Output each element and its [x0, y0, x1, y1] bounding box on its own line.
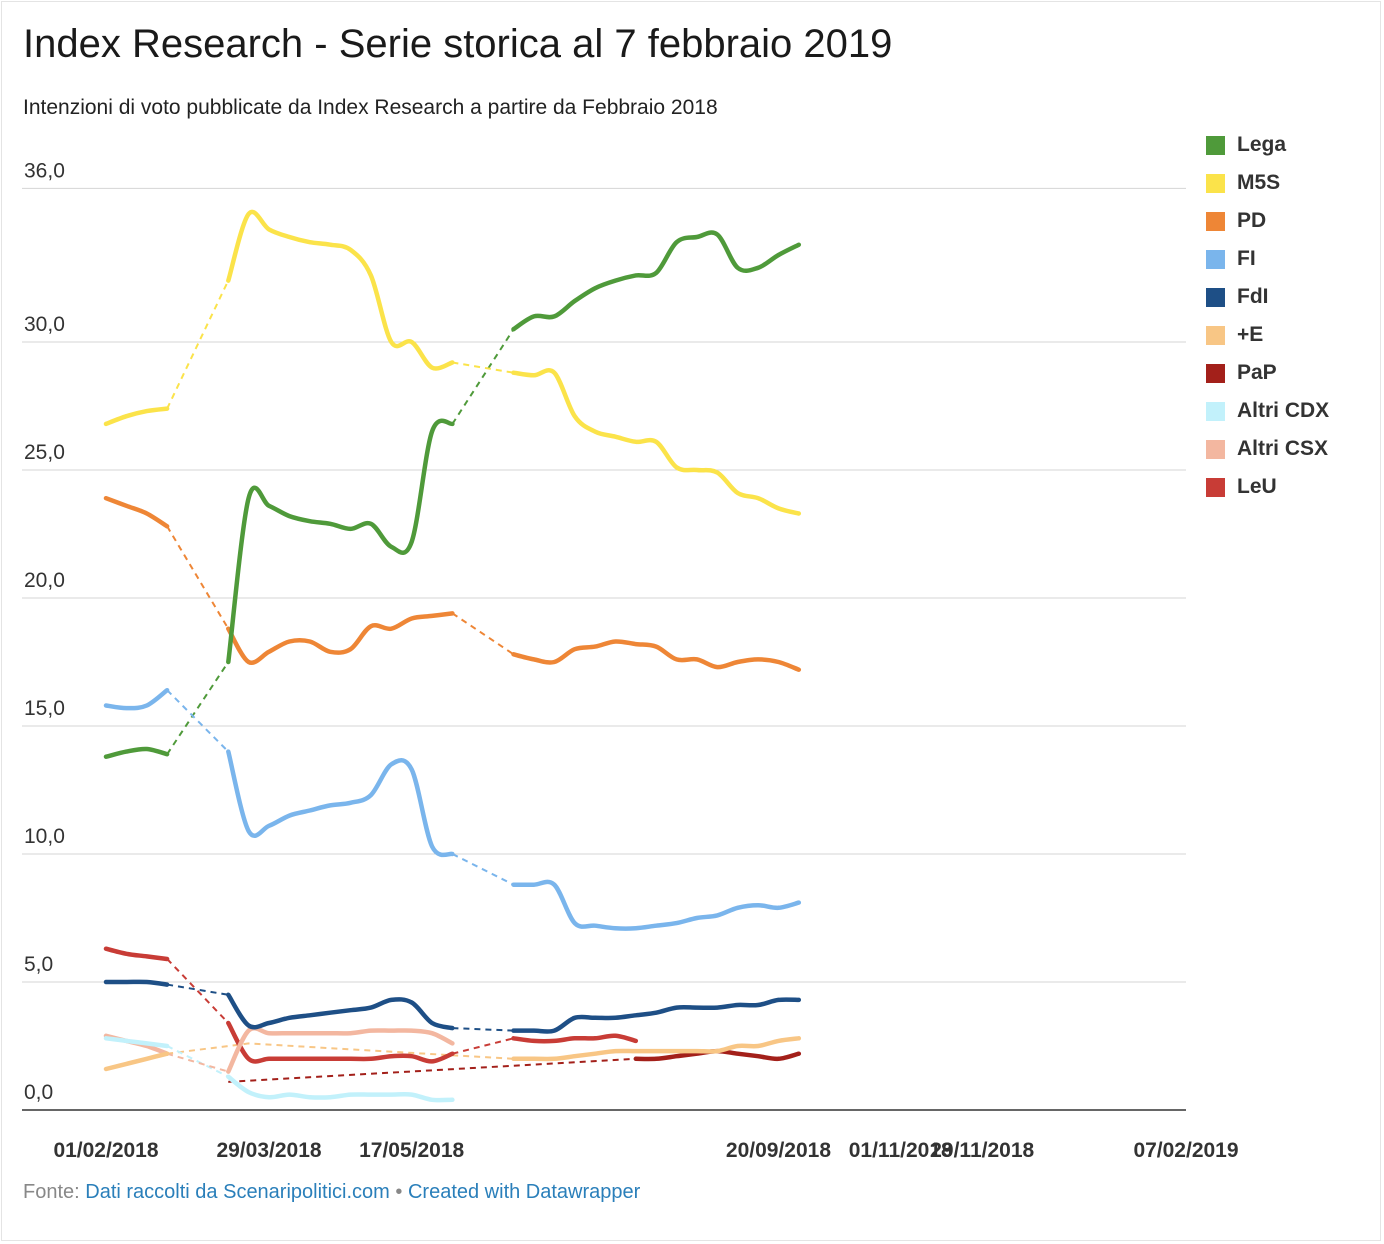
connector-leu — [452, 1037, 514, 1055]
x-tick-label: 20/09/2018 — [726, 1139, 831, 1162]
legend-swatch — [1206, 325, 1225, 345]
series-line-m5s — [103, 406, 170, 427]
series-line-m5s — [226, 209, 455, 371]
series-lines — [103, 209, 802, 1103]
x-tick-label: 01/02/2018 — [53, 1139, 158, 1162]
gap-connectors — [166, 280, 636, 1083]
series-line-fdi — [103, 979, 170, 987]
series-line-fi — [511, 879, 802, 931]
legend-swatch — [1206, 211, 1225, 231]
legend-item-lega: Lega — [1206, 126, 1329, 164]
series-line-lega — [103, 746, 170, 759]
series-line-pd — [226, 611, 455, 666]
series-line-leu — [511, 1033, 639, 1044]
legend-label: Altri CDX — [1237, 399, 1330, 422]
chart-subtitle: Intenzioni di voto pubblicate da Index R… — [23, 96, 718, 119]
connector-fdi — [166, 983, 229, 996]
x-tick-label: 01/11/2018 — [849, 1139, 953, 1162]
legend-item-fi: FI — [1206, 240, 1329, 278]
legend-swatch — [1206, 477, 1225, 497]
connector-leu — [166, 958, 229, 1024]
source-label: Fonte: — [23, 1181, 80, 1203]
series-line-e — [103, 1051, 170, 1072]
x-tick-label: 29/03/2018 — [216, 1139, 321, 1162]
x-axis-ticks: 01/02/2018 29/03/2018 17/05/2018 20/09/2018… — [53, 1139, 1238, 1162]
legend-label: Lega — [1237, 133, 1287, 156]
y-tick-label: 36,0 — [24, 159, 65, 182]
connector-fi — [451, 853, 514, 886]
legend-item-altri-cdx: Altri CDX — [1206, 392, 1329, 430]
y-tick-label: 20,0 — [24, 569, 65, 592]
series-line-altri-cdx — [103, 1036, 170, 1049]
legend-swatch — [1206, 401, 1225, 421]
legend-swatch — [1206, 439, 1225, 459]
legend-label: +E — [1237, 323, 1264, 346]
connector-m5s — [166, 280, 230, 409]
connector-altri-csx — [166, 1052, 229, 1073]
connector-e — [167, 1042, 514, 1060]
series-line-leu — [103, 946, 170, 962]
series-line-lega — [226, 418, 455, 665]
x-tick-label: 29/11/2018 — [930, 1139, 1034, 1162]
connector-lega — [166, 661, 230, 755]
legend-swatch — [1206, 249, 1225, 269]
legend-item-e: +E — [1206, 316, 1329, 354]
legend-item-pap: PaP — [1206, 354, 1329, 392]
series-line-fi — [103, 687, 170, 711]
series-line-pd — [103, 495, 170, 529]
footer-separator: • — [395, 1181, 403, 1203]
gridlines — [22, 187, 1186, 1111]
legend-swatch — [1206, 173, 1225, 193]
legend-label: PD — [1237, 209, 1267, 232]
legend-label: PaP — [1237, 361, 1277, 384]
series-line-fdi — [226, 992, 455, 1031]
series-line-e — [511, 1036, 802, 1062]
connector-pap — [228, 1057, 636, 1083]
y-tick-label: 30,0 — [24, 313, 65, 336]
series-line-leu — [226, 1020, 455, 1064]
legend-item-m5s: M5S — [1206, 164, 1329, 202]
chart-title: Index Research - Serie storica al 7 febb… — [23, 22, 893, 66]
credit-link[interactable]: Created with Datawrapper — [407, 1181, 641, 1203]
series-line-lega — [511, 230, 802, 332]
connector-fi — [166, 689, 229, 753]
y-tick-label: 15,0 — [24, 697, 65, 720]
legend-label: LeU — [1237, 475, 1277, 498]
y-tick-label: 0,0 — [24, 1081, 53, 1104]
legend: Lega M5S PD FI FdI +E PaP Altri CDX Altri CSX LeU — [1206, 126, 1329, 506]
series-line-m5s — [511, 368, 802, 516]
x-tick-label: 17/05/2018 — [359, 1139, 464, 1162]
legend-item-altri-csx: Altri CSX — [1206, 430, 1329, 468]
series-line-fi — [226, 749, 455, 858]
series-line-altri-cdx — [226, 1074, 455, 1103]
legend-swatch — [1206, 363, 1225, 383]
connector-fdi — [452, 1027, 514, 1032]
y-axis-ticks: 0,0 5,0 10,0 15,0 20,0 25,0 30,0 36,0 — [24, 159, 65, 1104]
series-line-fdi — [511, 997, 802, 1034]
legend-item-pd: PD — [1206, 202, 1329, 240]
legend-label: M5S — [1237, 171, 1281, 194]
y-tick-label: 25,0 — [24, 441, 65, 464]
legend-item-leu: LeU — [1206, 468, 1329, 506]
connector-pd — [451, 612, 515, 656]
legend-label: FI — [1237, 247, 1256, 270]
series-line-altri-csx — [226, 1026, 455, 1074]
legend-swatch — [1206, 135, 1225, 155]
connector-lega — [451, 328, 515, 425]
legend-label: FdI — [1237, 285, 1269, 308]
source-link[interactable]: Dati raccolti da Scenaripolitici.com — [85, 1181, 390, 1203]
connector-m5s — [452, 361, 514, 374]
y-tick-label: 10,0 — [24, 825, 65, 848]
connector-altri-cdx — [166, 1045, 229, 1078]
legend-item-fdi: FdI — [1206, 278, 1329, 316]
legend-swatch — [1206, 287, 1225, 307]
y-tick-label: 5,0 — [24, 953, 53, 976]
legend-label: Altri CSX — [1237, 437, 1329, 460]
footer: Fonte: Dati raccolti da Scenaripolitici.… — [23, 1181, 640, 1204]
series-line-pd — [511, 639, 802, 672]
connector-pd — [166, 525, 230, 630]
x-tick-label: 07/02/2019 — [1133, 1139, 1238, 1162]
